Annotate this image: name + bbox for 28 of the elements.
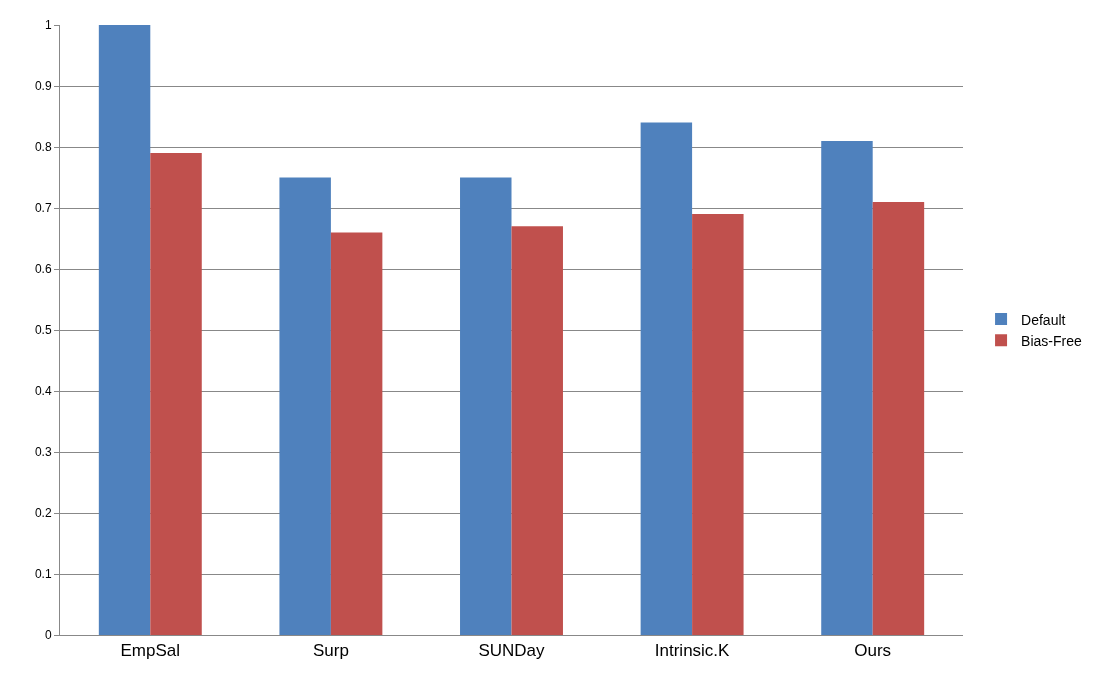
y-tick-label: 0.8 bbox=[34, 140, 52, 155]
bar bbox=[872, 201, 925, 635]
bar bbox=[460, 177, 512, 635]
y-tick-label: 0.3 bbox=[34, 445, 52, 460]
y-tick-label: 0.6 bbox=[34, 262, 52, 277]
y-tick-label: 0.7 bbox=[34, 201, 52, 216]
y-tick-label: 0.1 bbox=[34, 567, 52, 582]
legend-label: Bias-Free bbox=[1021, 332, 1082, 349]
bar bbox=[330, 232, 383, 635]
y-tick-label: 0.4 bbox=[34, 384, 52, 399]
x-tick-label: SUNDay bbox=[478, 641, 546, 661]
bar bbox=[511, 226, 563, 635]
x-tick-label: Surp bbox=[312, 641, 349, 661]
y-tick-label: 0.5 bbox=[34, 323, 52, 338]
bar bbox=[640, 122, 693, 635]
bar bbox=[98, 25, 151, 635]
x-tick-label: Intrinsic.K bbox=[654, 641, 731, 661]
y-tick-label: 0 bbox=[44, 628, 52, 643]
legend-label: Default bbox=[1021, 311, 1066, 328]
x-tick-label: Ours bbox=[854, 641, 892, 661]
bar bbox=[150, 153, 202, 635]
x-tick-label: EmpSal bbox=[120, 641, 181, 661]
bar bbox=[821, 140, 873, 635]
bar bbox=[279, 177, 331, 635]
y-tick-label: 1 bbox=[44, 18, 52, 33]
y-tick-label: 0.9 bbox=[34, 79, 52, 94]
bar bbox=[692, 214, 744, 635]
y-tick-label: 0.2 bbox=[34, 506, 52, 521]
